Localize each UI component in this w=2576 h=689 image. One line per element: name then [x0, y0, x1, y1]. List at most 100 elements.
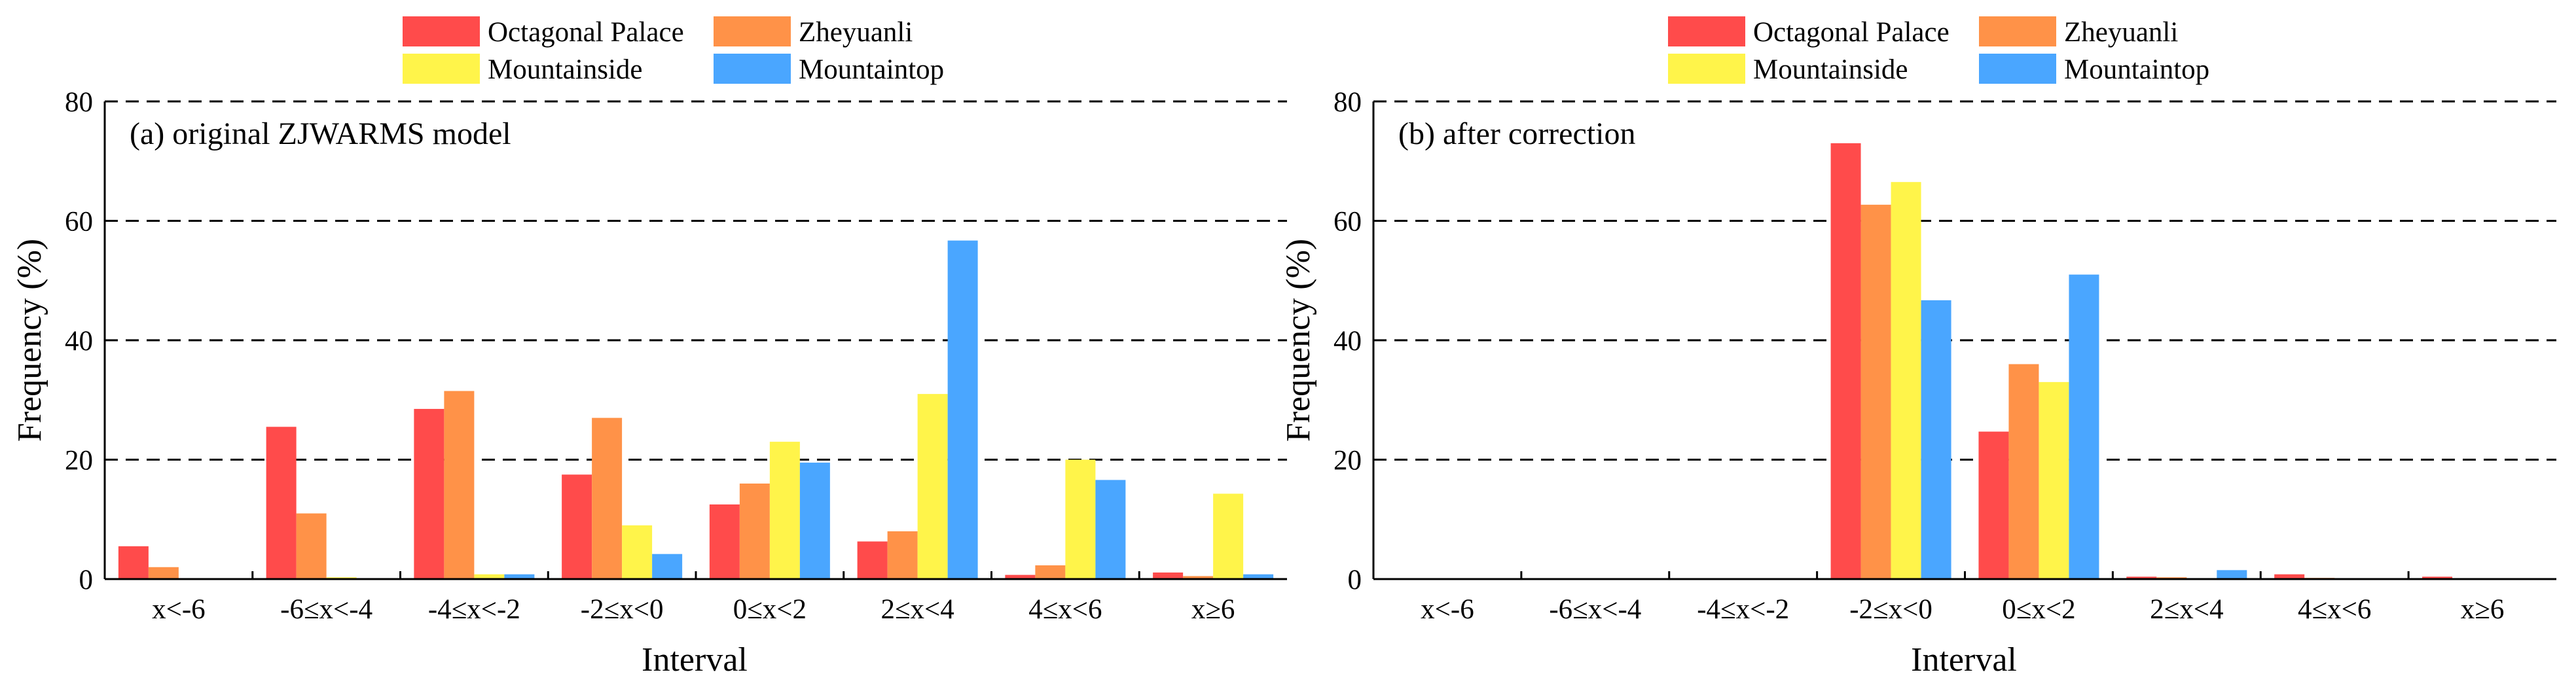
- bar: [2274, 574, 2305, 579]
- gridlines: [105, 100, 1287, 461]
- bars: [118, 240, 1274, 579]
- bar: [622, 525, 653, 579]
- bar: [444, 391, 475, 579]
- bar: [1830, 143, 1861, 579]
- bar: [1213, 493, 1244, 579]
- bar: [414, 408, 444, 579]
- bar: [652, 554, 683, 579]
- x-tick-label: 4≤x<6: [2298, 594, 2371, 625]
- y-tick-label: 80: [1333, 87, 1362, 118]
- legend-swatch: [714, 16, 791, 46]
- x-tick-label: 4≤x<6: [1028, 594, 1102, 625]
- bar: [474, 574, 505, 579]
- bar: [592, 417, 623, 579]
- bar: [1005, 574, 1036, 579]
- legend-label: Mountaintop: [2064, 54, 2209, 85]
- bar: [769, 442, 800, 579]
- y-tick-label: 60: [1333, 207, 1362, 238]
- x-ticks: x<-6 -6≤x<-4 -4≤x<-2 -2≤x<0 0≤x<2 2≤x<4 4≤x<6 x…: [152, 571, 1235, 625]
- y-tick-label: 40: [65, 326, 93, 357]
- bar: [2008, 364, 2039, 579]
- legend-swatch: [1979, 16, 2056, 46]
- bar: [296, 513, 327, 579]
- y-axis-title: Frequency (%): [1280, 239, 1317, 442]
- bar: [2126, 576, 2157, 579]
- bar: [1243, 574, 1274, 579]
- bar: [857, 541, 888, 579]
- x-axis-title: Interval: [1911, 641, 2017, 679]
- legend-label: Mountainside: [488, 54, 642, 85]
- legend-swatch: [403, 16, 480, 46]
- bar: [562, 474, 592, 579]
- bar: [947, 240, 978, 579]
- y-tick-label: 0: [79, 565, 94, 595]
- bar: [2217, 570, 2247, 579]
- bar: [1891, 182, 1921, 579]
- bar: [148, 567, 179, 579]
- x-tick-label: -2≤x<0: [1849, 594, 1932, 625]
- bar: [1921, 300, 1951, 579]
- bar: [799, 463, 830, 579]
- x-axis-title: Interval: [642, 641, 748, 679]
- legend-label: Zheyuanli: [799, 17, 913, 48]
- y-tick-label: 60: [65, 207, 93, 238]
- y-tick-label: 0: [1348, 565, 1362, 595]
- legend: Octagonal Palace Zheyuanli Mountainside Mou…: [1668, 16, 2209, 85]
- legend-label: Octagonal Palace: [1753, 17, 1950, 48]
- x-tick-label: -6≤x<-4: [280, 594, 372, 625]
- legend: Octagonal Palace Zheyuanli Mountainside Mou…: [403, 16, 944, 85]
- x-tick-label: -4≤x<-2: [1697, 594, 1789, 625]
- bar: [2039, 381, 2069, 579]
- x-ticks: x<-6 -6≤x<-4 -4≤x<-2 -2≤x<0 0≤x<2 2≤x<4 4≤x<6 x…: [1421, 571, 2504, 625]
- x-tick-label: -6≤x<-4: [1549, 594, 1641, 625]
- legend-swatch: [403, 54, 480, 84]
- y-axis-title: Frequency (%): [11, 239, 48, 442]
- y-tick-label: 80: [65, 87, 93, 118]
- bar: [1860, 204, 1891, 579]
- legend-swatch: [714, 54, 791, 84]
- y-tick-label: 20: [65, 446, 93, 476]
- bar: [739, 484, 770, 579]
- legend-label: Mountaintop: [799, 54, 944, 85]
- bar: [118, 546, 149, 579]
- chart-panel-b: Octagonal Palace Zheyuanli Mountainside Mou…: [1280, 16, 2556, 679]
- y-ticks: 0 20 40 60 80: [65, 87, 114, 595]
- legend-swatch: [1668, 16, 1745, 46]
- bar: [1183, 576, 1214, 579]
- bar: [504, 574, 535, 579]
- x-tick-label: x≥6: [1191, 594, 1235, 625]
- legend-swatch: [1668, 54, 1745, 84]
- x-tick-label: x≥6: [2461, 594, 2505, 625]
- bars: [1830, 143, 2453, 579]
- legend-label: Mountainside: [1753, 54, 1908, 85]
- bar: [887, 531, 918, 579]
- x-tick-label: -2≤x<0: [581, 594, 664, 625]
- bar: [1978, 431, 2009, 579]
- bar: [1095, 480, 1126, 579]
- bar: [2069, 274, 2099, 579]
- x-tick-label: -4≤x<-2: [428, 594, 520, 625]
- x-tick-label: 2≤x<4: [880, 594, 954, 625]
- y-ticks: 0 20 40 60 80: [1333, 87, 1383, 595]
- bar: [2422, 576, 2453, 579]
- bar: [266, 427, 297, 579]
- bar: [1153, 572, 1184, 579]
- bar: [1035, 565, 1066, 579]
- x-tick-label: 0≤x<2: [2002, 594, 2075, 625]
- chart-panel-a: Octagonal Palace Zheyuanli Mountainside Mou…: [11, 16, 1287, 679]
- x-tick-label: 2≤x<4: [2150, 594, 2223, 625]
- x-tick-label: x<-6: [152, 594, 206, 625]
- x-tick-label: x<-6: [1421, 594, 1474, 625]
- bar: [917, 394, 948, 579]
- y-tick-label: 20: [1333, 446, 1362, 476]
- x-tick-label: 0≤x<2: [733, 594, 807, 625]
- legend-label: Zheyuanli: [2064, 17, 2178, 48]
- legend-label: Octagonal Palace: [488, 17, 684, 48]
- bar: [709, 504, 740, 579]
- panel-label: (b) after correction: [1398, 116, 1635, 151]
- legend-swatch: [1979, 54, 2056, 84]
- bar: [1065, 459, 1096, 579]
- gridlines: [1373, 100, 2556, 461]
- panel-label: (a) original ZJWARMS model: [130, 116, 511, 151]
